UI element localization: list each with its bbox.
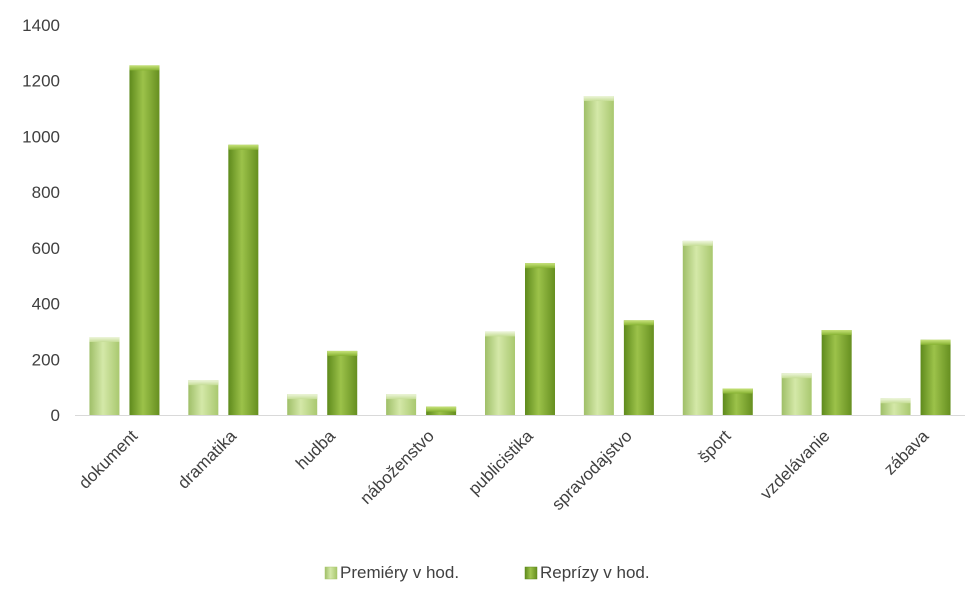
legend-entry: Reprízy v hod. <box>524 563 650 582</box>
bar-body <box>228 144 259 416</box>
bar-cap <box>89 337 120 342</box>
bar-cap <box>821 330 852 336</box>
bar <box>821 330 852 415</box>
bar <box>781 373 812 415</box>
bar-cap <box>485 331 515 337</box>
bar-cap <box>327 350 358 356</box>
bar <box>386 394 417 415</box>
bar-body <box>89 337 120 415</box>
bar-body <box>525 263 555 415</box>
bar-cap <box>228 144 259 150</box>
bar-cap <box>386 394 417 400</box>
bar <box>623 320 654 415</box>
bar <box>188 380 219 415</box>
bar-body <box>583 96 614 416</box>
y-tick-label: 1000 <box>22 127 60 146</box>
bar-body <box>129 65 160 416</box>
bar-cap <box>426 406 457 412</box>
bar-cap <box>682 240 713 246</box>
bar-cap <box>525 263 555 269</box>
bar-body <box>623 320 654 415</box>
legend-label: Reprízy v hod. <box>540 563 650 582</box>
bar-cap <box>623 320 654 326</box>
x-tick-label: náboženstvo <box>356 426 438 508</box>
bar-cap <box>722 388 753 394</box>
bar <box>287 394 318 415</box>
bar-cap <box>920 339 951 345</box>
bars <box>89 65 951 416</box>
bar <box>880 398 911 415</box>
bar-body <box>821 330 852 415</box>
bar <box>327 350 358 415</box>
bar-body <box>287 394 318 415</box>
bar <box>129 65 160 416</box>
bar-cap <box>188 380 219 386</box>
bar <box>89 337 120 415</box>
y-tick-label: 600 <box>32 239 60 258</box>
bar-cap <box>583 96 614 102</box>
bar <box>920 339 951 415</box>
bar-cap <box>880 398 911 404</box>
bar <box>525 263 555 415</box>
y-tick-label: 1200 <box>22 72 60 91</box>
y-tick-label: 400 <box>32 295 60 314</box>
bar-body <box>920 339 951 415</box>
y-tick-label: 800 <box>32 183 60 202</box>
bar-body <box>682 240 713 415</box>
legend-entry: Premiéry v hod. <box>324 563 459 582</box>
x-tick-label: vzdelávanie <box>757 426 834 503</box>
bar-body <box>386 394 417 415</box>
x-axis: dokument dramatika hudba náboženstvo publici… <box>75 415 965 514</box>
bar <box>722 388 753 415</box>
legend-label: Premiéry v hod. <box>340 563 459 582</box>
x-tick-label: spravodajstvo <box>548 426 636 514</box>
x-tick-label: zábava <box>880 426 933 479</box>
y-axis: 0 200 400 600 800 1000 1200 1400 <box>22 16 60 425</box>
bar <box>485 331 515 415</box>
bar-cap <box>129 65 160 71</box>
bar-body <box>485 331 515 415</box>
x-tick-label: hudba <box>292 426 339 473</box>
bar <box>228 144 259 416</box>
bar-body <box>781 373 812 415</box>
x-tick-label: šport <box>694 426 734 466</box>
legend-swatch <box>524 566 538 580</box>
x-tick-label: publicistika <box>465 426 538 499</box>
x-tick-label: dokument <box>75 426 141 492</box>
bar <box>426 406 457 415</box>
bar <box>682 240 713 415</box>
x-tick-label: dramatika <box>174 426 241 493</box>
bar-cap <box>781 373 812 379</box>
y-tick-label: 0 <box>51 406 60 425</box>
legend-swatch <box>324 566 338 580</box>
y-tick-label: 200 <box>32 350 60 369</box>
legend: Premiéry v hod. Reprízy v hod. <box>324 563 650 582</box>
bar-body <box>327 350 358 415</box>
bar <box>583 96 614 416</box>
y-tick-label: 1400 <box>22 16 60 35</box>
bar-body <box>188 380 219 415</box>
bar-cap <box>287 394 318 400</box>
